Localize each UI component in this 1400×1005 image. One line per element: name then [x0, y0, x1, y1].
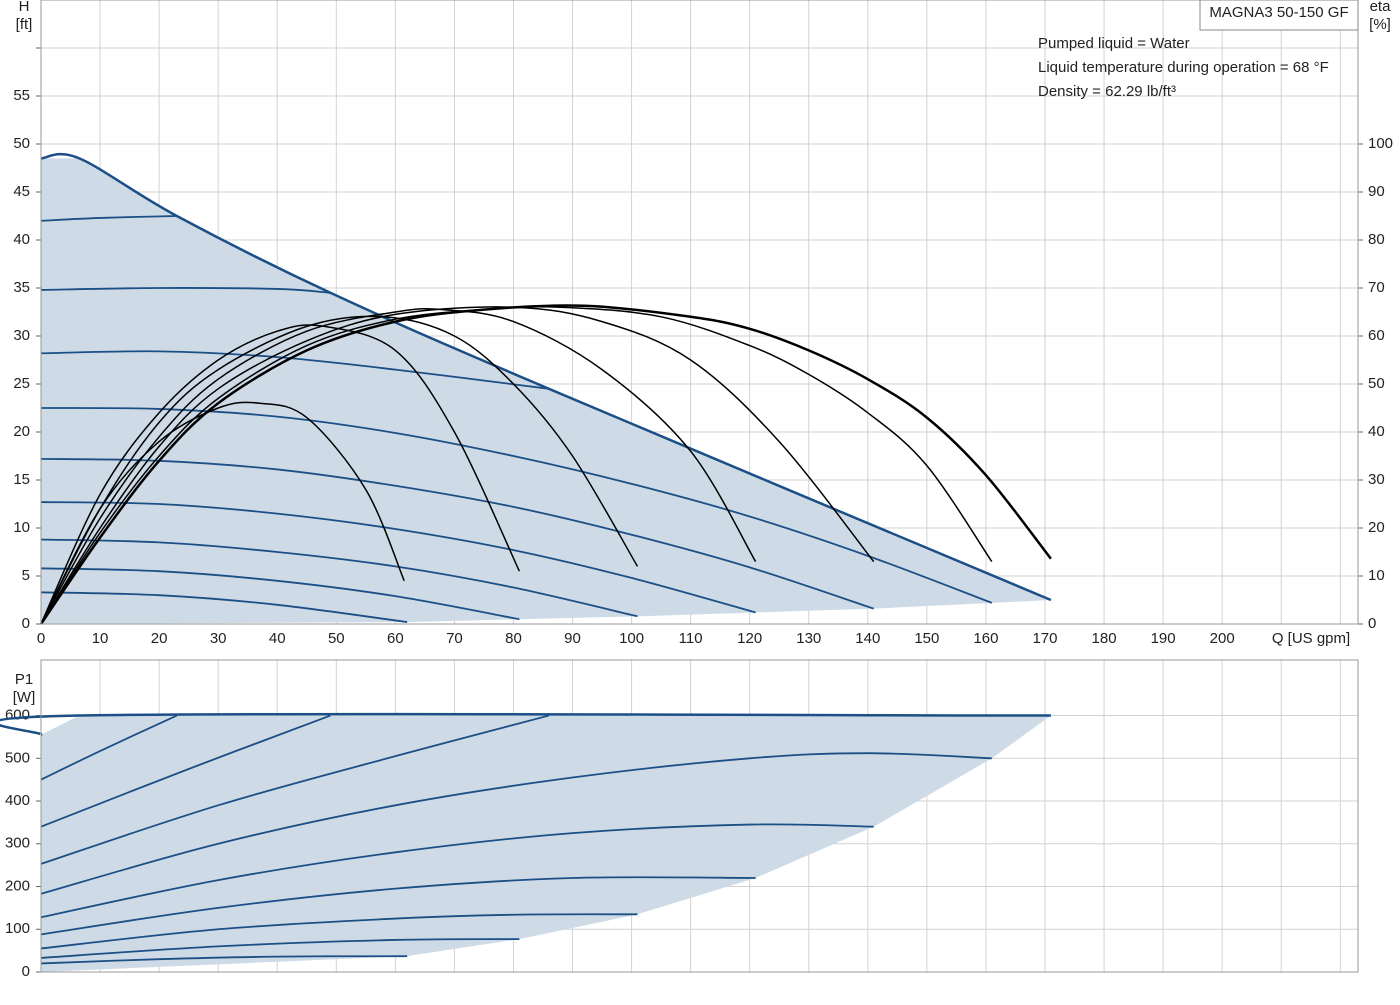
efficiency-curve [40, 315, 639, 625]
performance-curve [40, 714, 178, 781]
y-tick-label: 200 [5, 877, 30, 894]
y2-axis-label: [%] [1369, 16, 1391, 33]
x-tick-label: 10 [92, 630, 109, 647]
performance-curve [40, 876, 756, 936]
y2-tick-label: 50 [1368, 375, 1385, 392]
efficiency-curve [39, 304, 1052, 625]
info-line: Pumped liquid = Water [1038, 35, 1190, 52]
y-tick-label: 20 [13, 423, 30, 440]
performance-curve [40, 591, 408, 623]
y2-tick-label: 70 [1368, 279, 1385, 296]
y-tick-label: 5 [22, 567, 30, 584]
y2-tick-label: 0 [1368, 615, 1376, 632]
y2-axis-label: eta [1370, 0, 1392, 15]
performance-curve [40, 215, 177, 222]
y-tick-label: 0 [22, 615, 30, 632]
x-tick-label: 120 [737, 630, 762, 647]
y-tick-label: 55 [13, 87, 30, 104]
y-axis-label: [ft] [16, 16, 33, 33]
x-tick-label: 60 [387, 630, 404, 647]
max-curve [0, 712, 1051, 737]
performance-curve [40, 714, 550, 865]
product-box [1199, 0, 1359, 31]
efficiency-curve [40, 306, 875, 625]
y2-tick-label: 30 [1368, 471, 1385, 488]
x-tick-label: 20 [151, 630, 168, 647]
x-tick-label: 160 [973, 630, 998, 647]
y2-tick-label: 100 [1368, 135, 1393, 152]
x-tick-label: 150 [914, 630, 939, 647]
y-axis-label: [W] [13, 689, 36, 706]
y-tick-label: 30 [13, 327, 30, 344]
x-tick-label: 40 [269, 630, 286, 647]
info-line: Density = 62.29 lb/ft³ [1038, 83, 1176, 100]
x-axis-label: Q [US gpm] [1272, 630, 1350, 647]
performance-curve [40, 501, 756, 614]
performance-curve [40, 938, 520, 959]
y-axis-label: H [19, 0, 30, 15]
y-axis-label: P1 [15, 671, 33, 688]
plot-frame [40, 659, 1359, 973]
y-tick-label: 600 [5, 707, 30, 724]
y-tick-label: 50 [13, 135, 30, 152]
y-tick-label: 45 [13, 183, 30, 200]
y-tick-label: 15 [13, 471, 30, 488]
y-tick-label: 40 [13, 231, 30, 248]
performance-curve [40, 350, 550, 390]
y-tick-label: 25 [13, 375, 30, 392]
y2-tick-label: 80 [1368, 231, 1385, 248]
performance-curve [40, 567, 520, 621]
x-tick-label: 190 [1151, 630, 1176, 647]
info-line: Liquid temperature during operation = 68… [1038, 59, 1329, 76]
x-tick-label: 180 [1092, 630, 1117, 647]
y2-tick-label: 90 [1368, 183, 1385, 200]
efficiency-curve [40, 307, 757, 625]
x-tick-label: 30 [210, 630, 227, 647]
y2-tick-label: 20 [1368, 519, 1385, 536]
x-tick-label: 90 [564, 630, 581, 647]
performance-curve [40, 714, 331, 828]
y-tick-label: 100 [5, 920, 30, 937]
y-tick-label: 500 [5, 749, 30, 766]
performance-curve [40, 913, 638, 950]
operating-range [41, 715, 1051, 972]
y-tick-label: 10 [13, 519, 30, 536]
plot-frame [40, 0, 1359, 625]
x-tick-label: 130 [796, 630, 821, 647]
y-tick-label: 35 [13, 279, 30, 296]
performance-curve [40, 823, 874, 919]
product-name: MAGNA3 50-150 GF [1209, 4, 1348, 21]
y2-tick-label: 40 [1368, 423, 1385, 440]
x-tick-label: 0 [37, 630, 45, 647]
x-tick-label: 80 [505, 630, 522, 647]
x-tick-label: 170 [1032, 630, 1057, 647]
performance-curve [40, 955, 408, 965]
y-tick-label: 0 [22, 963, 30, 980]
performance-curve [40, 752, 992, 895]
x-tick-label: 140 [855, 630, 880, 647]
y2-tick-label: 10 [1368, 567, 1385, 584]
y-tick-label: 400 [5, 792, 30, 809]
max-curve [40, 152, 1052, 602]
y2-tick-label: 60 [1368, 327, 1385, 344]
efficiency-curve [40, 324, 521, 625]
performance-curve [40, 287, 331, 294]
y-tick-label: 300 [5, 835, 30, 852]
x-tick-label: 200 [1210, 630, 1235, 647]
performance-curve [40, 457, 875, 610]
x-tick-label: 100 [619, 630, 644, 647]
x-tick-label: 110 [679, 630, 703, 647]
x-tick-label: 50 [328, 630, 345, 647]
performance-curve [40, 538, 638, 618]
x-tick-label: 70 [446, 630, 463, 647]
